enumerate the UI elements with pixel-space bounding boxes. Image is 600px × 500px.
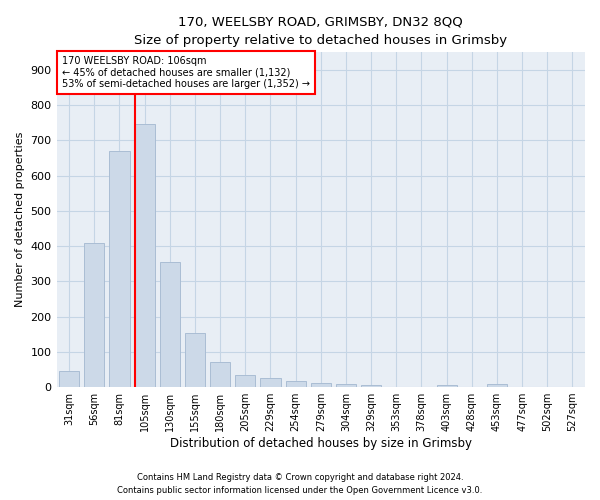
Bar: [260, 378, 281, 387]
Bar: [134, 124, 155, 387]
Bar: [84, 242, 104, 387]
Text: Contains HM Land Registry data © Crown copyright and database right 2024.
Contai: Contains HM Land Registry data © Crown c…: [118, 474, 482, 495]
Bar: [160, 262, 180, 387]
Bar: [109, 151, 130, 387]
Bar: [210, 362, 230, 387]
Bar: [437, 384, 457, 387]
Bar: [286, 380, 305, 387]
Y-axis label: Number of detached properties: Number of detached properties: [15, 132, 25, 308]
Title: 170, WEELSBY ROAD, GRIMSBY, DN32 8QQ
Size of property relative to detached house: 170, WEELSBY ROAD, GRIMSBY, DN32 8QQ Siz…: [134, 15, 508, 47]
Bar: [311, 382, 331, 387]
Bar: [59, 370, 79, 387]
Bar: [336, 384, 356, 387]
Bar: [235, 375, 256, 387]
Bar: [185, 333, 205, 387]
Bar: [487, 384, 507, 387]
X-axis label: Distribution of detached houses by size in Grimsby: Distribution of detached houses by size …: [170, 437, 472, 450]
Text: 170 WEELSBY ROAD: 106sqm
← 45% of detached houses are smaller (1,132)
53% of sem: 170 WEELSBY ROAD: 106sqm ← 45% of detach…: [62, 56, 310, 89]
Bar: [361, 386, 381, 387]
